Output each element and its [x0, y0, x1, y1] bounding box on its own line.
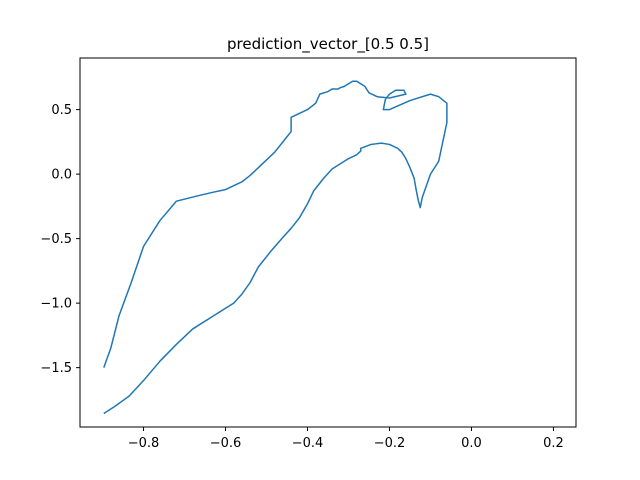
x-tick-label: −0.4 [292, 436, 324, 451]
x-tick-label: −0.8 [128, 436, 160, 451]
x-tick-label: 0.2 [543, 436, 564, 451]
axis-ticks: −0.8 −0.6 −0.4 −0.2 0.0 0.2 −1.5 −1.0 −0.5 0.0 0.5 [40, 103, 563, 451]
y-tick-label: 0.0 [51, 168, 72, 183]
y-tick-label: −1.0 [40, 297, 72, 312]
y-tick-label: 0.5 [51, 103, 72, 118]
x-tick-label: 0.0 [461, 436, 482, 451]
x-tick-label: −0.6 [210, 436, 242, 451]
x-tick-label: −0.2 [374, 436, 406, 451]
series-line-0 [103, 80, 448, 415]
plot-area [103, 80, 448, 415]
chart-title: prediction_vector_[0.5 0.5] [227, 35, 429, 54]
y-tick-label: −0.5 [40, 232, 72, 247]
axes-frame [79, 57, 577, 428]
y-tick-label: −1.5 [40, 361, 72, 376]
